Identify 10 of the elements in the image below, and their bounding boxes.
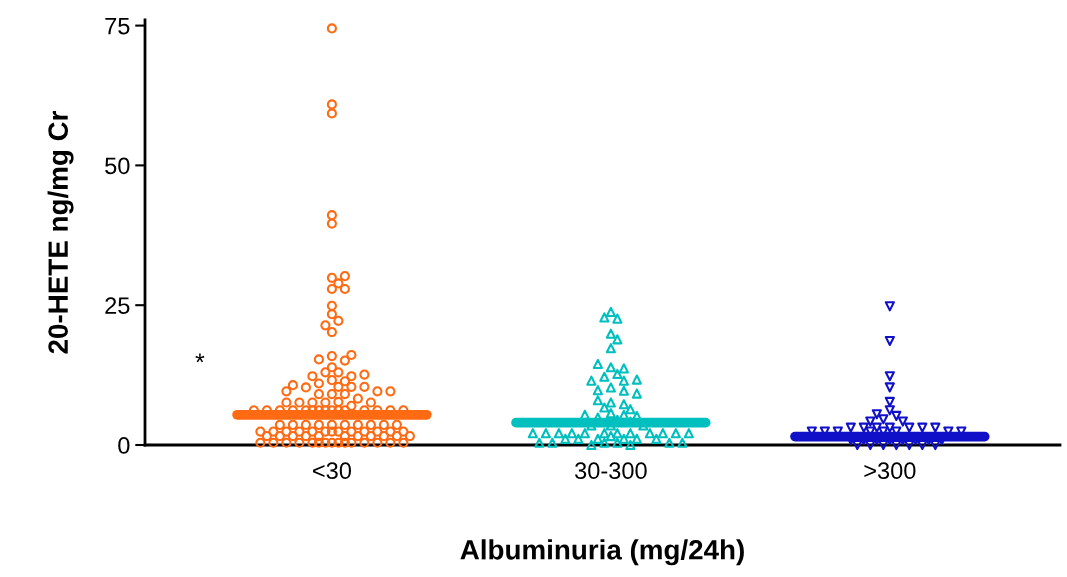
x-tick-label: 30-300: [575, 462, 647, 480]
y-tick-label: 0: [118, 437, 130, 454]
y-axis-title: 20-HETE ng/mg Cr: [47, 110, 74, 354]
x-tick-label: <30: [313, 462, 352, 480]
x-axis-title: Albuminuria (mg/24h): [460, 539, 744, 566]
y-tick-label: 50: [105, 157, 130, 175]
y-tick-label: 75: [105, 17, 130, 35]
x-tick-label: >300: [864, 462, 916, 480]
annotation: *: [195, 353, 205, 363]
y-tick-label: 25: [105, 297, 130, 314]
